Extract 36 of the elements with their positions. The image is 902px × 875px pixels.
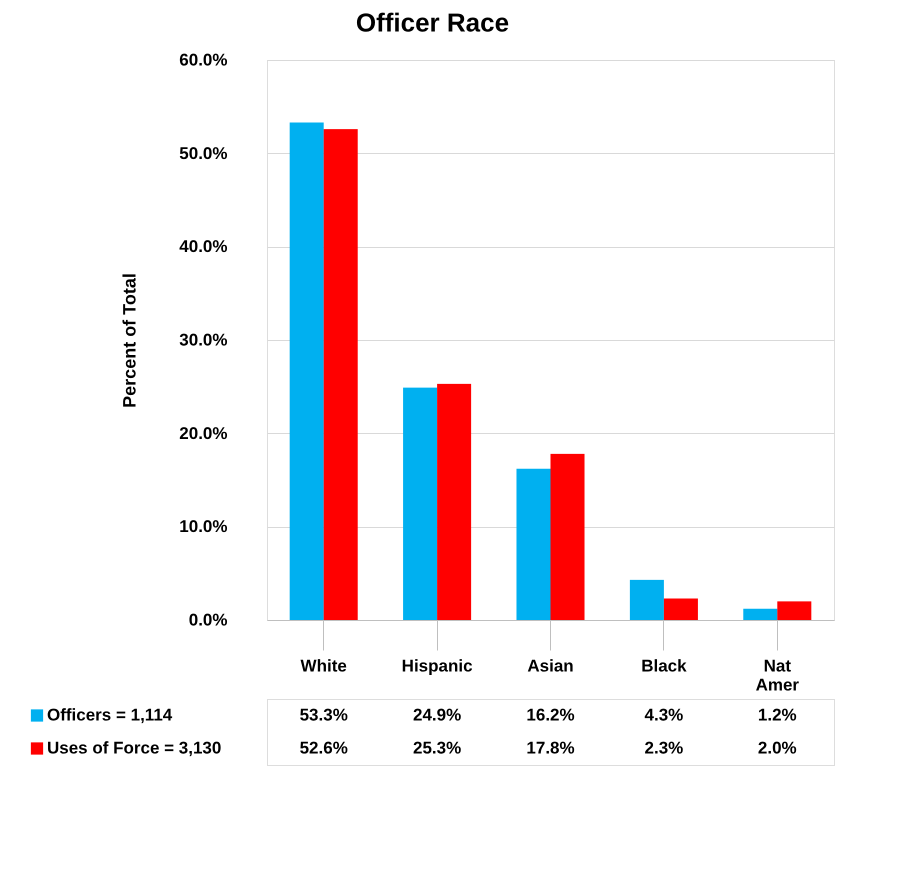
- y-tick-label: 30.0%: [179, 330, 228, 350]
- data-label: 24.9%: [413, 706, 462, 724]
- data-label: 4.3%: [644, 706, 684, 724]
- data-label: 52.6%: [300, 738, 348, 758]
- x-tick-label: Black: [641, 656, 688, 676]
- bar: [290, 122, 324, 620]
- y-tick-label: 10.0%: [179, 517, 228, 536]
- y-axis-title: Percent of Total: [119, 273, 140, 408]
- bar: [664, 598, 698, 620]
- data-label: 1.2%: [758, 706, 797, 724]
- bar: [516, 468, 550, 620]
- bar: [324, 129, 358, 620]
- data-label: 25.3%: [413, 738, 462, 758]
- y-tick-label: 0.0%: [188, 610, 228, 630]
- bar: [743, 608, 778, 620]
- y-tick-label: 20.0%: [179, 424, 228, 443]
- data-label: 16.2%: [526, 706, 575, 724]
- bar: [403, 388, 438, 620]
- x-tick-label: Hispanic: [402, 656, 473, 676]
- chart-title: Officer Race: [356, 8, 510, 38]
- bar: [777, 601, 812, 620]
- y-tick-label: 40.0%: [179, 237, 228, 256]
- bar: [630, 580, 664, 620]
- data-label: 2.3%: [644, 738, 684, 758]
- bar: [437, 384, 472, 620]
- data-label: 2.0%: [758, 738, 797, 758]
- x-tick-label: Asian: [527, 656, 574, 676]
- x-tick-label: White: [300, 656, 347, 676]
- legend-label: Uses of Force = 3,130: [47, 738, 222, 758]
- x-tick-label: Nat Amer: [756, 656, 800, 694]
- legend-label: Officers = 1,114: [47, 706, 173, 724]
- data-label: 17.8%: [526, 738, 575, 758]
- data-label: 53.3%: [300, 706, 348, 724]
- y-tick-label: 60.0%: [179, 50, 228, 70]
- y-tick-label: 50.0%: [179, 144, 228, 163]
- bar: [550, 454, 585, 620]
